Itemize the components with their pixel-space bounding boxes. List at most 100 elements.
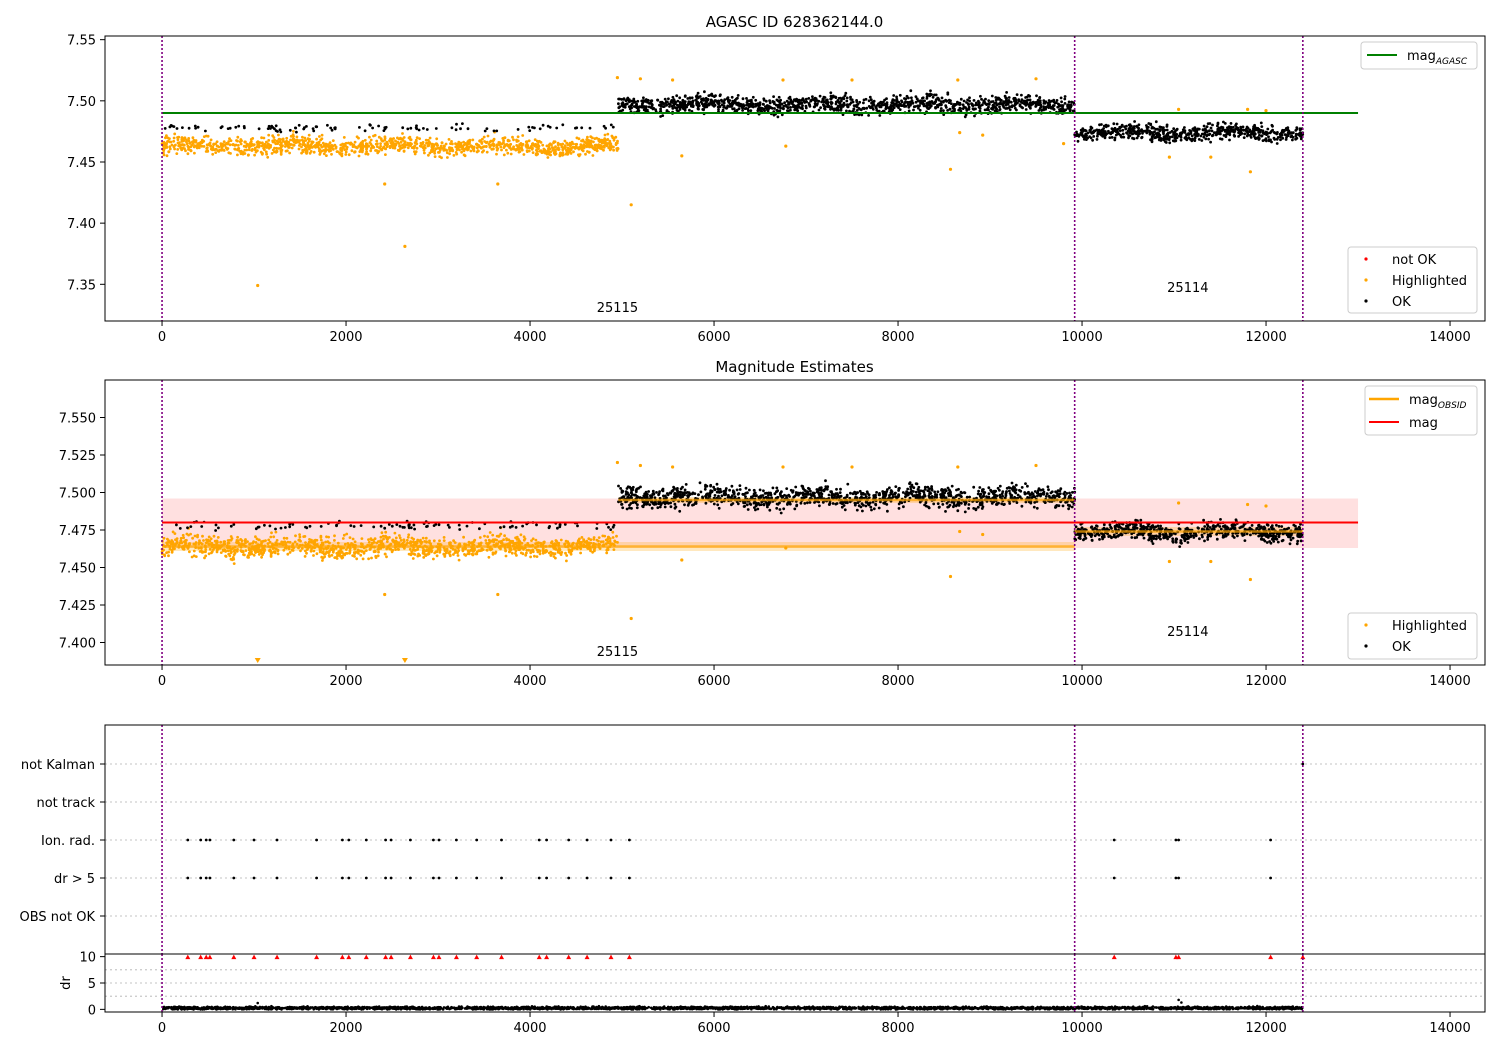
data-point: [612, 145, 615, 149]
data-point: [987, 105, 990, 109]
data-point: [910, 100, 914, 104]
data-point: [904, 104, 908, 108]
data-point: [1257, 127, 1261, 131]
data-point: [688, 108, 691, 112]
data-point: [607, 525, 610, 529]
data-point: [1110, 136, 1114, 139]
data-point: [929, 104, 933, 108]
x-tick-label: 4000: [513, 330, 546, 345]
data-point: [232, 523, 236, 526]
data-point: [188, 550, 191, 554]
data-point: [537, 147, 540, 151]
data-point: [230, 537, 234, 540]
data-point: [234, 125, 238, 129]
data-point: [509, 142, 513, 146]
data-point: [574, 145, 578, 149]
data-point: [266, 127, 270, 130]
data-point: [410, 142, 413, 146]
legend-marker-not-ok: [1364, 257, 1368, 261]
highlighted-point: [403, 244, 407, 248]
data-point: [858, 100, 862, 104]
data-point: [1190, 134, 1194, 138]
data-point: [275, 146, 279, 150]
data-point: [390, 524, 394, 528]
data-point: [257, 553, 261, 556]
data-point: [233, 144, 237, 147]
data-point: [236, 144, 240, 147]
data-point: [588, 542, 591, 546]
data-point: [228, 549, 232, 552]
data-point: [353, 555, 356, 558]
data-point: [1112, 122, 1116, 126]
data-point: [505, 148, 508, 152]
data-point: [1253, 126, 1257, 130]
data-point: [971, 107, 975, 111]
highlighted-point: [1034, 77, 1038, 81]
highlighted-point: [948, 167, 953, 171]
data-point: [165, 142, 169, 146]
data-point: [807, 103, 811, 106]
data-point: [407, 136, 411, 140]
data-point: [204, 129, 207, 133]
data-point: [361, 141, 364, 145]
data-point: [793, 108, 797, 112]
data-point: [624, 99, 628, 103]
data-point: [547, 152, 551, 156]
data-point: [220, 125, 224, 128]
data-point: [398, 524, 402, 528]
data-point: [266, 142, 270, 146]
data-point: [968, 99, 971, 103]
data-point: [171, 530, 175, 534]
data-point: [302, 139, 306, 143]
data-point: [965, 107, 968, 111]
data-point: [350, 149, 354, 153]
data-point: [916, 104, 919, 108]
data-point: [422, 556, 426, 559]
data-point: [1030, 101, 1034, 105]
data-point: [322, 152, 326, 156]
data-point: [995, 107, 999, 111]
data-point: [428, 541, 431, 544]
data-point: [678, 509, 682, 513]
data-point: [741, 97, 745, 101]
data-point: [503, 143, 507, 147]
data-point: [380, 531, 384, 535]
data-point: [1199, 134, 1203, 138]
chart-title-magnitude: Magnitude Estimates: [715, 358, 873, 376]
data-point: [357, 154, 361, 158]
data-point: [305, 548, 309, 551]
data-point: [967, 503, 971, 506]
data-point: [168, 147, 172, 151]
data-point: [310, 540, 314, 544]
data-point: [291, 133, 295, 137]
data-point: [659, 109, 663, 113]
data-point: [710, 102, 713, 106]
data-point: [663, 97, 667, 101]
data-point: [386, 143, 389, 146]
data-point: [229, 152, 232, 155]
data-point: [730, 95, 734, 99]
data-point: [324, 144, 328, 148]
data-point: [1202, 133, 1206, 136]
data-point: [529, 551, 533, 555]
data-point: [419, 538, 422, 542]
data-point: [504, 549, 507, 553]
data-point: [295, 135, 299, 139]
data-point: [849, 101, 853, 105]
data-point: [369, 142, 373, 146]
data-point: [413, 527, 416, 531]
data-point: [300, 145, 303, 149]
data-point: [612, 138, 616, 142]
data-point: [682, 107, 685, 110]
data-point: [1210, 129, 1214, 133]
data-point: [495, 152, 498, 156]
data-point: [326, 123, 329, 127]
data-point: [373, 537, 377, 541]
data-point: [536, 143, 540, 146]
data-point: [367, 540, 371, 544]
data-point: [1179, 138, 1183, 142]
data-point: [996, 486, 1000, 490]
data-point: [1133, 131, 1137, 135]
data-point: [768, 99, 771, 103]
data-point: [713, 488, 717, 492]
